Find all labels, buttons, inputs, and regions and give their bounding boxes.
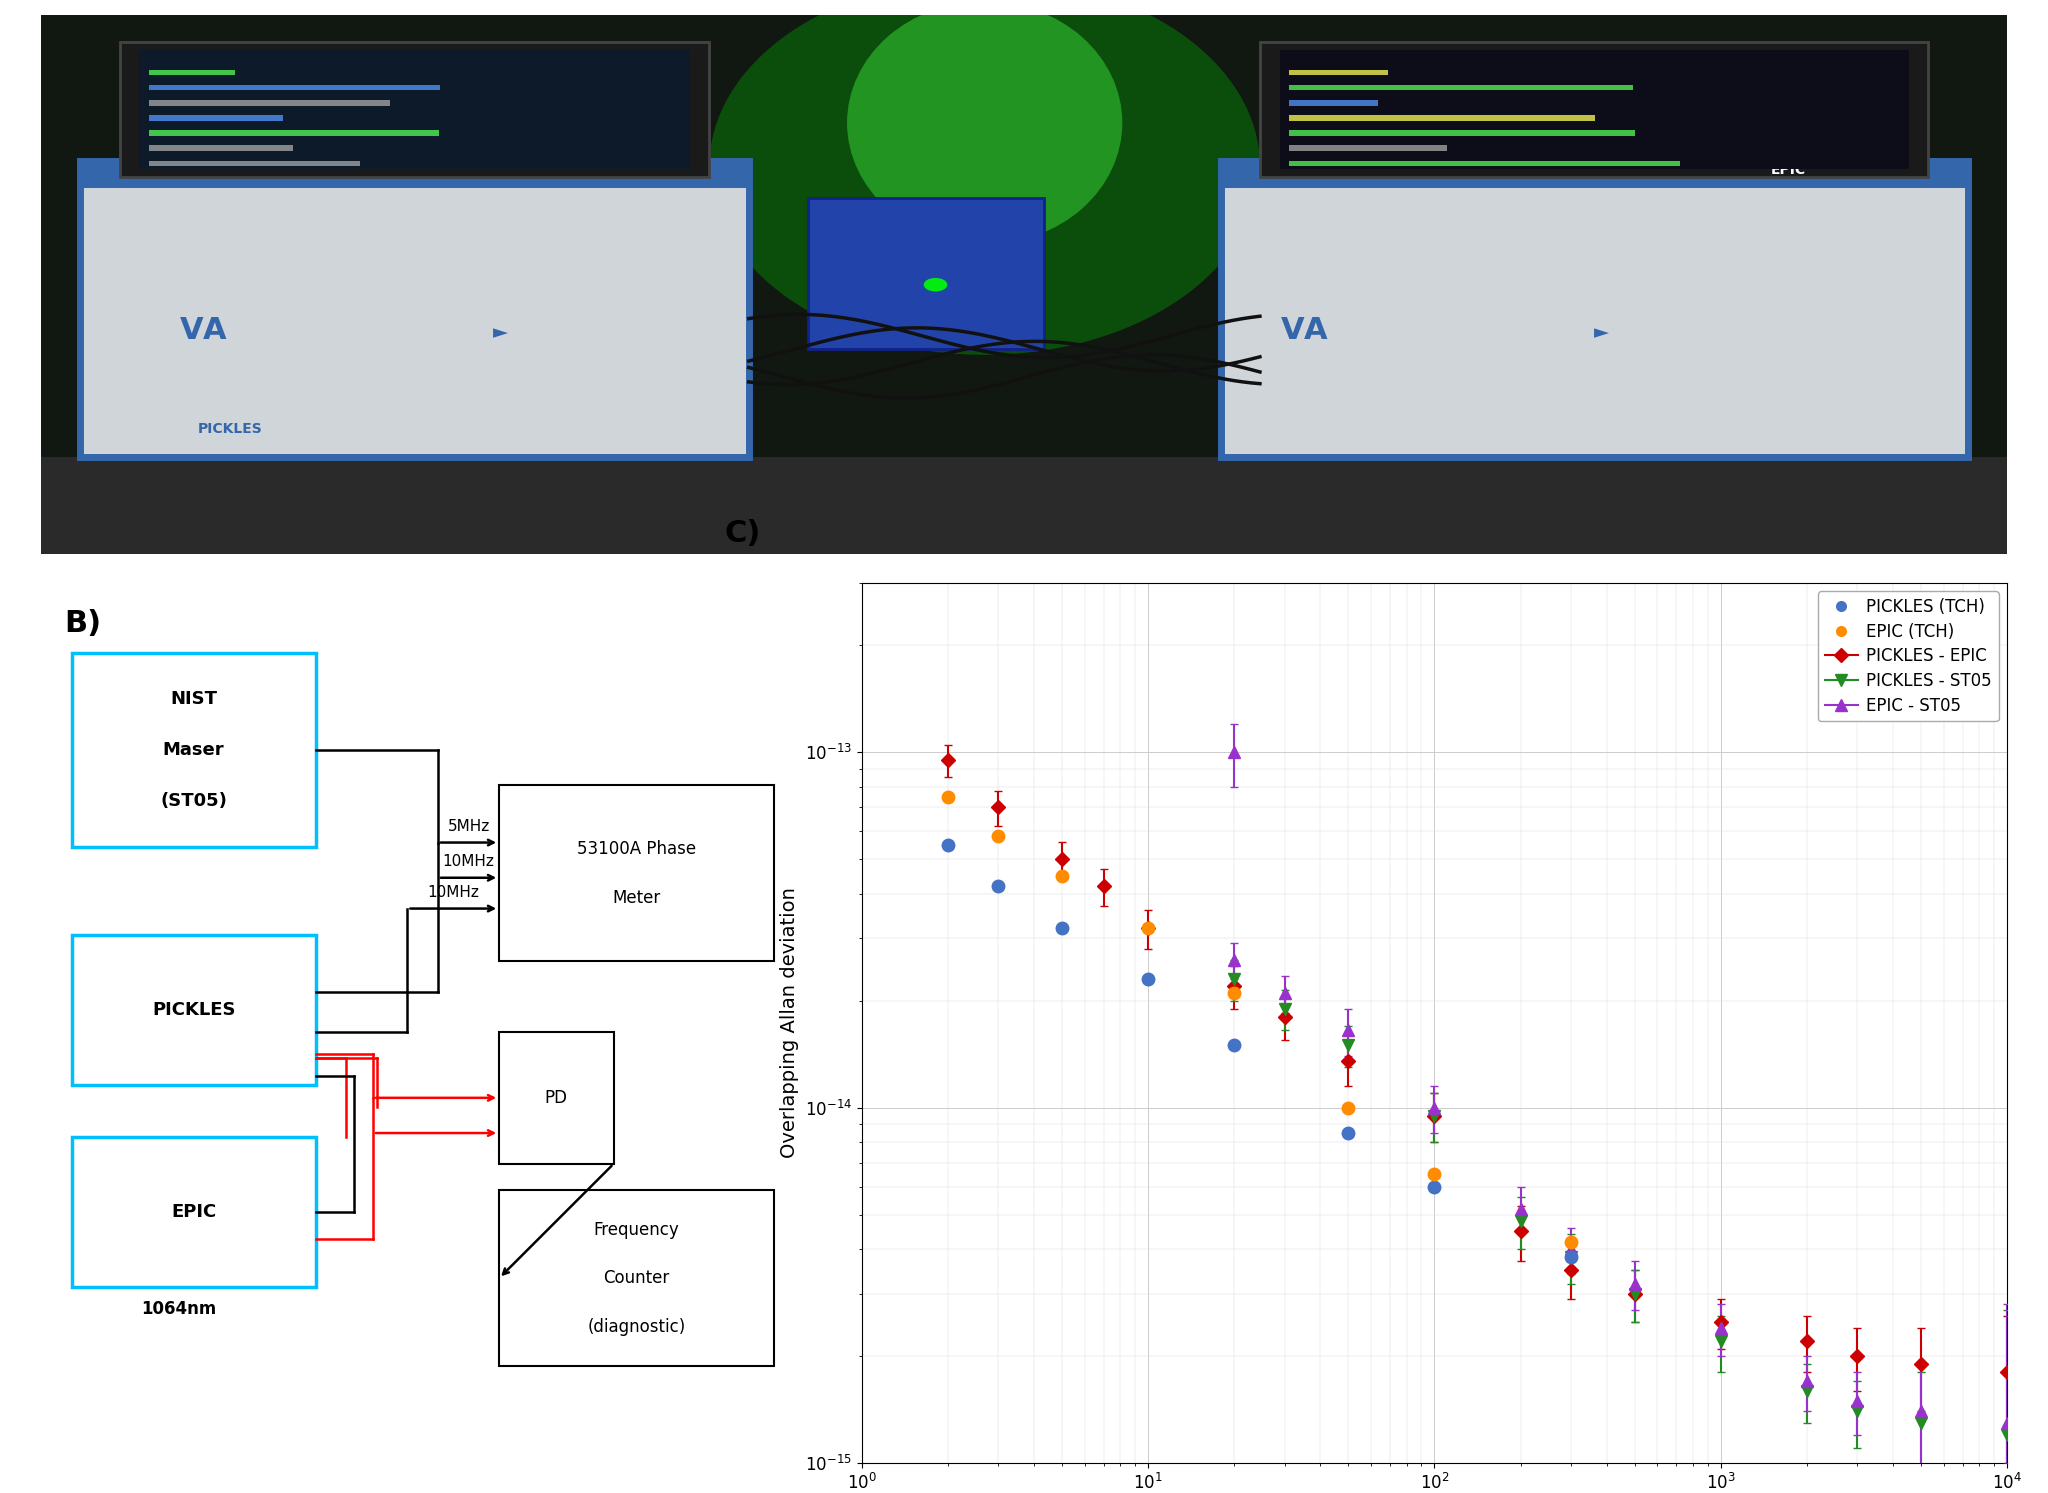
PICKLES (TCH) — [1421, 1178, 1446, 1196]
Bar — [80, 161, 750, 188]
Text: (diagnostic): (diagnostic) — [588, 1318, 686, 1336]
Ellipse shape — [924, 278, 948, 291]
Bar — [1221, 161, 1968, 188]
PICKLES (TCH) — [1137, 970, 1161, 988]
Bar — [1290, 85, 1632, 91]
Text: EPIC: EPIC — [172, 1203, 217, 1221]
Text: PICKLES: PICKLES — [152, 1000, 236, 1018]
Bar — [1290, 145, 1446, 151]
Bar — [150, 100, 391, 106]
Bar — [150, 161, 360, 166]
Text: $\mathbf{VA}$: $\mathbf{VA}$ — [178, 315, 227, 345]
Text: C): C) — [725, 518, 760, 548]
Bar — [41, 457, 2007, 554]
FancyBboxPatch shape — [500, 785, 774, 961]
FancyBboxPatch shape — [72, 1138, 315, 1287]
EPIC (TCH) — [985, 827, 1010, 845]
PICKLES (TCH) — [936, 836, 961, 854]
FancyBboxPatch shape — [72, 935, 315, 1084]
Text: PD: PD — [545, 1088, 567, 1106]
Bar — [80, 161, 750, 457]
Text: B): B) — [63, 609, 100, 639]
Bar — [1290, 115, 1595, 121]
Bar — [150, 115, 283, 121]
Bar — [1260, 42, 1929, 176]
Bar — [1221, 161, 1968, 457]
PICKLES (TCH) — [1223, 1036, 1247, 1054]
Text: Frequency: Frequency — [594, 1221, 680, 1239]
Text: Counter: Counter — [604, 1269, 670, 1287]
Bar — [119, 42, 709, 176]
Ellipse shape — [709, 0, 1260, 355]
Text: (ST05): (ST05) — [160, 793, 227, 811]
EPIC (TCH) — [1421, 1166, 1446, 1184]
EPIC (TCH) — [1559, 1233, 1583, 1251]
EPIC (TCH) — [936, 788, 961, 806]
Text: 10MHz: 10MHz — [442, 854, 494, 869]
Text: 5MHz: 5MHz — [446, 818, 489, 833]
Bar — [807, 199, 1044, 349]
Bar — [1290, 100, 1378, 106]
PICKLES (TCH) — [1049, 920, 1073, 938]
Bar — [1290, 161, 1679, 166]
FancyBboxPatch shape — [500, 1032, 614, 1165]
Text: EPIC: EPIC — [1772, 163, 1806, 176]
EPIC (TCH) — [1223, 984, 1247, 1002]
Y-axis label: Overlapping Allan deviation: Overlapping Allan deviation — [780, 887, 799, 1159]
Bar — [1290, 130, 1634, 136]
Text: $\mathbf{VA}$: $\mathbf{VA}$ — [1280, 315, 1329, 345]
Text: PICKLES: PICKLES — [199, 421, 262, 436]
EPIC (TCH) — [1335, 1099, 1360, 1117]
PICKLES (TCH) — [1559, 1248, 1583, 1266]
Text: ►: ► — [494, 324, 508, 343]
FancyBboxPatch shape — [500, 1190, 774, 1366]
Text: 1064nm: 1064nm — [141, 1300, 215, 1318]
Bar — [1280, 49, 1909, 169]
Legend: PICKLES (TCH), EPIC (TCH), PICKLES - EPIC, PICKLES - ST05, EPIC - ST05: PICKLES (TCH), EPIC (TCH), PICKLES - EPI… — [1819, 591, 1999, 721]
EPIC (TCH) — [1137, 920, 1161, 938]
Bar — [150, 145, 293, 151]
Text: 10MHz: 10MHz — [428, 885, 479, 900]
Text: 53100A Phase: 53100A Phase — [578, 841, 696, 858]
Bar — [150, 85, 440, 91]
Bar — [139, 49, 690, 169]
Text: NIST: NIST — [170, 690, 217, 708]
PICKLES (TCH) — [1335, 1124, 1360, 1142]
Text: Meter: Meter — [612, 888, 662, 906]
Bar — [150, 130, 438, 136]
Bar — [150, 70, 236, 75]
Ellipse shape — [848, 1, 1122, 245]
Line: PICKLES (TCH): PICKLES (TCH) — [942, 839, 1577, 1263]
Text: ►: ► — [1593, 324, 1610, 343]
Bar — [1290, 70, 1389, 75]
EPIC (TCH) — [1049, 867, 1073, 885]
Line: EPIC (TCH): EPIC (TCH) — [942, 791, 1577, 1248]
PICKLES (TCH) — [985, 878, 1010, 896]
FancyBboxPatch shape — [72, 654, 315, 847]
Text: Maser: Maser — [164, 741, 225, 758]
